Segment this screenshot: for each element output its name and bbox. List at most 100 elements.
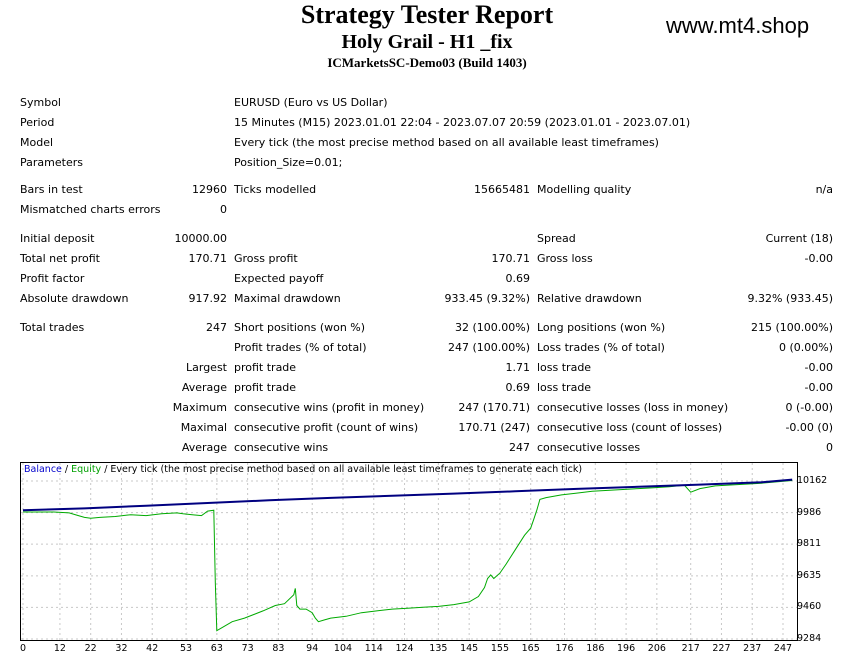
x-tick-label: 196 <box>616 643 636 654</box>
x-tick-label: 42 <box>146 643 159 654</box>
x-tick-label: 155 <box>490 643 509 654</box>
profit-trades-label: Profit trades (% of total) <box>234 341 367 354</box>
quality-value: n/a <box>815 183 833 196</box>
max-cons-losses-label: consecutive losses (loss in money) <box>537 401 729 414</box>
y-tick-label: 9986 <box>797 506 822 518</box>
net-profit-value: 170.71 <box>188 252 228 265</box>
symbol-label: Symbol <box>20 96 61 109</box>
x-tick-label: 0 <box>19 643 27 654</box>
x-tick-label: 165 <box>521 643 540 654</box>
gross-loss-label: Gross loss <box>537 252 593 265</box>
period-value: 15 Minutes (M15) 2023.01.01 22:04 - 2023… <box>234 116 691 129</box>
average-label: Average <box>181 381 227 394</box>
spread-value: Current (18) <box>765 232 833 245</box>
gross-loss-value: -0.00 <box>804 252 833 265</box>
avg-cons-wins-value: 247 <box>509 441 530 454</box>
maximal-cons-profit-label: consecutive profit (count of wins) <box>234 421 419 434</box>
deposit-value: 10000.00 <box>174 232 228 245</box>
x-tick-label: 135 <box>429 643 448 654</box>
x-tick-label: 104 <box>333 643 353 654</box>
avg-cons-losses-value: 0 <box>826 441 833 454</box>
expected-payoff-value: 0.69 <box>505 272 531 285</box>
legend-sep: / <box>61 464 72 475</box>
chart-legend: Balance / Equity / Every tick (the most … <box>24 464 582 476</box>
x-tick-label: 114 <box>364 643 383 654</box>
y-tick-label: 9811 <box>797 538 822 550</box>
gross-profit-label: Gross profit <box>234 252 298 265</box>
server-build: ICMarketsSC-Demo03 (Build 1403) <box>327 55 527 70</box>
x-tick-label: 63 <box>210 643 223 654</box>
y-tick-label: 9635 <box>797 569 822 581</box>
maximal-cons-loss-label: consecutive loss (count of losses) <box>537 421 723 434</box>
max-cons-losses-value: 0 (-0.00) <box>785 401 833 414</box>
balance-chart: Balance / Equity / Every tick (the most … <box>20 462 798 641</box>
x-tick-label: 227 <box>712 643 731 654</box>
rel-drawdown-label: Relative drawdown <box>537 292 642 305</box>
max-cons-wins-value: 247 (170.71) <box>458 401 530 414</box>
series-equity-line <box>23 480 793 632</box>
avg-cons-wins-label: consecutive wins <box>234 441 329 454</box>
x-tick-label: 83 <box>272 643 285 654</box>
avg-cons-losses-label: consecutive losses <box>537 441 641 454</box>
x-tick-label: 22 <box>84 643 97 654</box>
deposit-label: Initial deposit <box>20 232 95 245</box>
short-positions-label: Short positions (won %) <box>234 321 366 334</box>
ticks-label: Ticks modelled <box>234 183 317 196</box>
legend-equity: Equity <box>71 464 102 475</box>
loss-trades-value: 0 (0.00%) <box>778 341 833 354</box>
quality-label: Modelling quality <box>537 183 632 196</box>
bars-value: 12960 <box>192 183 227 196</box>
mismatch-value: 0 <box>220 203 227 216</box>
total-trades-label: Total trades <box>20 321 85 334</box>
x-tick-label: 186 <box>586 643 605 654</box>
average-loss-label: loss trade <box>537 381 592 394</box>
expert-name: Holy Grail - H1 _fix <box>341 31 513 53</box>
net-profit-label: Total net profit <box>20 252 100 265</box>
gross-profit-value: 170.71 <box>491 252 531 265</box>
x-tick-label: 176 <box>555 643 574 654</box>
x-tick-label: 73 <box>241 643 254 654</box>
model-value: Every tick (the most precise method base… <box>234 136 659 149</box>
series-balance-line <box>22 478 793 512</box>
maximal-cons-loss-value: -0.00 (0) <box>785 421 833 434</box>
legend-balance: Balance <box>24 464 62 475</box>
y-tick-label: 9460 <box>797 601 822 613</box>
maximal-label: Maximal <box>180 421 227 434</box>
long-positions-label: Long positions (won %) <box>537 321 666 334</box>
expected-payoff-label: Expected payoff <box>234 272 324 285</box>
x-tick-label: 217 <box>681 643 700 654</box>
parameters-label: Parameters <box>20 156 83 169</box>
abs-drawdown-value: 917.92 <box>188 292 228 305</box>
x-tick-label: 53 <box>180 643 193 654</box>
model-label: Model <box>20 136 54 149</box>
max-drawdown-label: Maximal drawdown <box>234 292 341 305</box>
largest-profit-label: profit trade <box>234 361 297 374</box>
x-axis: 0 12 22 32 42 53 63 73 83 94 104 114 124 135 145 155 165… <box>20 640 800 661</box>
loss-trades-label: Loss trades (% of total) <box>537 341 665 354</box>
largest-label: Largest <box>186 361 227 374</box>
report-title: Strategy Tester Report <box>300 0 554 29</box>
total-trades-value: 247 <box>206 321 227 334</box>
chart-plot <box>21 463 797 640</box>
rel-drawdown-value: 9.32% (933.45) <box>747 292 833 305</box>
largest-loss-value: -0.00 <box>804 361 833 374</box>
x-tick-label: 145 <box>460 643 479 654</box>
y-tick-label: 9284 <box>797 633 822 644</box>
average-loss-value: -0.00 <box>804 381 833 394</box>
profit-trades-value: 247 (100.00%) <box>447 341 530 354</box>
largest-profit-value: 1.71 <box>505 361 531 374</box>
mismatch-label: Mismatched charts errors <box>20 203 161 216</box>
x-tick-label: 12 <box>53 643 66 654</box>
parameters-value: Position_Size=0.01; <box>234 156 343 169</box>
max-cons-wins-label: consecutive wins (profit in money) <box>234 401 425 414</box>
maximal-cons-profit-value: 170.71 (247) <box>458 421 530 434</box>
largest-loss-label: loss trade <box>537 361 592 374</box>
x-tick-label: 124 <box>395 643 414 654</box>
symbol-value: EURUSD (Euro vs US Dollar) <box>234 96 388 109</box>
spread-label: Spread <box>537 232 576 245</box>
average-profit-value: 0.69 <box>505 381 531 394</box>
y-axis: 10162 9986 9811 9635 9460 9284 <box>797 462 854 644</box>
watermark-text: www.mt4.shop <box>666 13 810 38</box>
x-tick-label: 32 <box>115 643 128 654</box>
average-profit-label: profit trade <box>234 381 297 394</box>
